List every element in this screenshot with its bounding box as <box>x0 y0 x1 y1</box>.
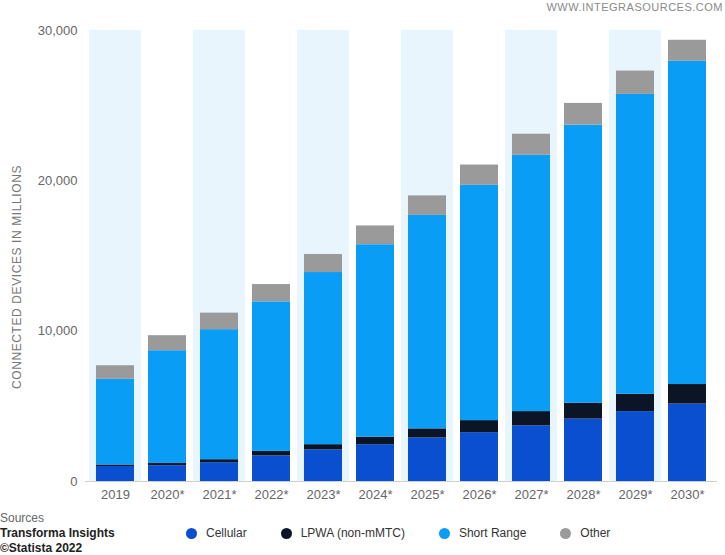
html-text:Transforma Insights: Transforma Insights <box>0 526 115 540</box>
svg-text:2027*: 2027* <box>515 487 549 502</box>
svg-text:2025*: 2025* <box>411 487 445 502</box>
svg-text:30,000: 30,000 <box>38 23 78 38</box>
html-text:©Statista 2022: ©Statista 2022 <box>0 541 83 555</box>
svg-text:2021*: 2021* <box>203 487 237 502</box>
svg-text:10,000: 10,000 <box>38 323 78 338</box>
html-text:LPWA (non-mMTC): LPWA (non-mMTC) <box>300 526 405 540</box>
html-text:CONNECTED DEVICES IN MILLIONS: CONNECTED DEVICES IN MILLIONS <box>10 164 24 390</box>
svg-text:2029*: 2029* <box>619 487 653 502</box>
svg-text:2024*: 2024* <box>359 487 393 502</box>
svg-text:2023*: 2023* <box>307 487 341 502</box>
svg-text:2022*: 2022* <box>255 487 289 502</box>
svg-text:0: 0 <box>70 474 77 489</box>
svg-text:2026*: 2026* <box>463 487 497 502</box>
html-text:Short Range: Short Range <box>458 526 527 540</box>
html-text:Other: Other <box>580 526 611 540</box>
svg-text:2019: 2019 <box>101 487 130 502</box>
svg-text:2030*: 2030* <box>671 487 705 502</box>
svg-text:2020*: 2020* <box>151 487 185 502</box>
html-text:WWW.INTEGRASOURCES.COM: WWW.INTEGRASOURCES.COM <box>546 1 723 13</box>
html-text:Cellular: Cellular <box>206 526 247 540</box>
svg-text:2028*: 2028* <box>567 487 601 502</box>
html-text:Sources: Sources <box>0 511 44 525</box>
svg-text:20,000: 20,000 <box>38 173 78 188</box>
